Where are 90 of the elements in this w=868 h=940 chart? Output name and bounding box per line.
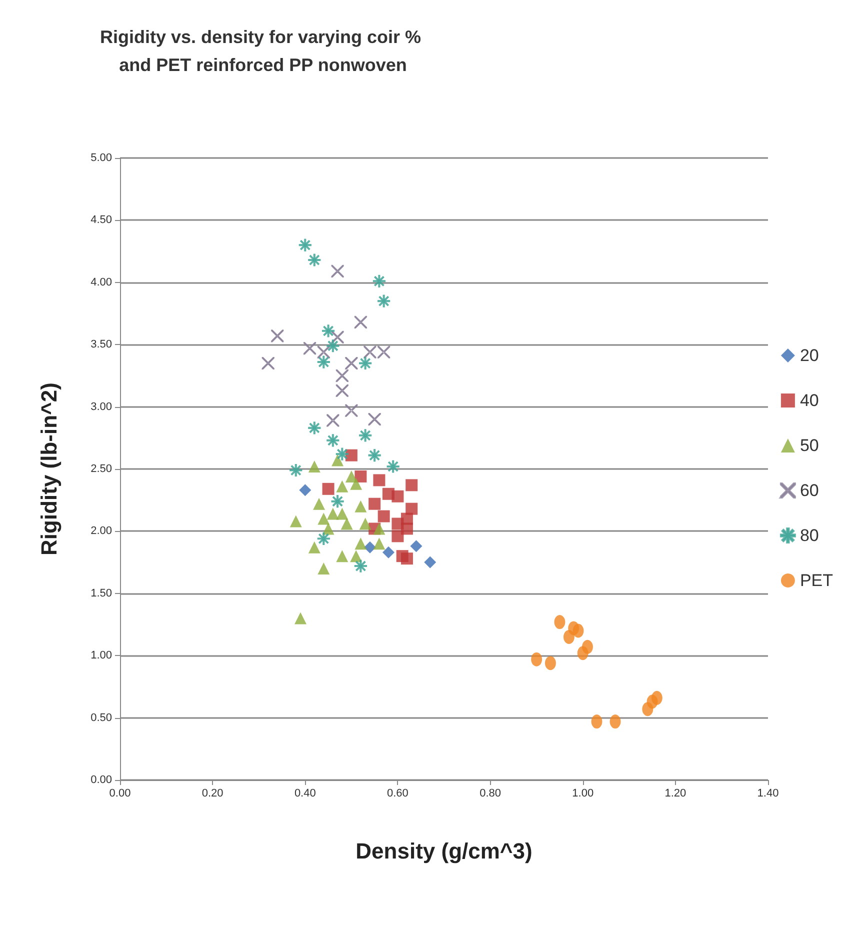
point: [368, 498, 381, 510]
point: [350, 478, 362, 490]
point: [572, 624, 584, 638]
x-tick-label: 0.40: [294, 788, 316, 800]
point: [378, 346, 390, 358]
y-tick-label: 0.50: [90, 712, 112, 724]
point: [406, 502, 418, 515]
point: [271, 330, 284, 342]
point: [317, 346, 330, 358]
point: [336, 550, 348, 562]
point: [336, 369, 348, 382]
point: [294, 612, 307, 624]
point: [340, 518, 353, 530]
point: [345, 356, 358, 370]
point: [308, 541, 320, 554]
point: [350, 550, 362, 562]
y-tick-label: 3.00: [90, 400, 112, 413]
point: [308, 460, 320, 473]
point: [373, 474, 386, 486]
point: [331, 264, 344, 278]
legend-label: 50: [800, 436, 819, 455]
point: [336, 508, 348, 520]
point: [531, 652, 542, 666]
point: [373, 522, 386, 535]
legend-label: 60: [800, 481, 819, 500]
point: [354, 316, 367, 329]
y-tick-label: 3.50: [90, 338, 112, 351]
point: [345, 404, 358, 417]
point: [359, 518, 372, 530]
point: [326, 508, 339, 520]
point: [331, 330, 344, 344]
y-tick-label: 5.00: [90, 152, 112, 164]
y-tick-label: 4.00: [90, 276, 112, 288]
x-axis-title: Density (g/cm^3): [356, 838, 532, 864]
y-axis-title: Rigidity (lb-in^2): [36, 382, 62, 556]
point: [345, 449, 358, 462]
x-tick-label: 0.20: [202, 788, 224, 800]
y-tick-label: 1.50: [90, 587, 112, 600]
point: [336, 384, 348, 397]
point: [364, 346, 376, 358]
y-tick-label: 4.50: [90, 214, 112, 226]
point: [424, 556, 436, 568]
point: [406, 479, 418, 492]
legend-label: 80: [800, 526, 819, 545]
point: [354, 500, 367, 512]
point: [368, 412, 381, 426]
point: [313, 498, 326, 510]
point: [262, 356, 274, 370]
point: [400, 522, 413, 535]
point: [400, 552, 413, 565]
x-tick-label: 1.20: [664, 788, 686, 800]
point: [392, 490, 404, 502]
point: [322, 482, 334, 495]
point: [345, 470, 358, 482]
point: [651, 690, 662, 705]
point: [336, 480, 348, 492]
y-tick-label: 2.50: [90, 463, 112, 475]
point: [303, 342, 316, 355]
point: [373, 538, 386, 550]
y-tick-label: 2.00: [90, 525, 112, 538]
y-tick-label: 0.00: [90, 774, 112, 786]
point: [332, 454, 344, 466]
point: [392, 530, 404, 542]
point: [582, 640, 593, 654]
x-tick-label: 1.00: [572, 788, 594, 800]
chart-title: Rigidity vs. density for varying coir % and PET reinforced PP nonwoven: [100, 27, 426, 75]
y-tick-label: 1.00: [90, 650, 112, 662]
point: [354, 538, 367, 550]
point: [354, 470, 367, 482]
point: [322, 522, 334, 535]
point: [554, 615, 566, 630]
x-tick-label: 0.80: [480, 788, 501, 800]
point: [382, 546, 394, 558]
point: [318, 512, 330, 525]
point: [410, 540, 422, 552]
x-tick-label: 0.60: [387, 788, 408, 800]
x-tick-label: 0.00: [109, 788, 131, 800]
legend-label: PET: [800, 571, 833, 590]
point: [610, 714, 621, 729]
point: [290, 515, 302, 528]
point: [364, 541, 376, 554]
point: [378, 510, 390, 522]
point: [299, 484, 312, 496]
point: [326, 414, 340, 427]
point: [318, 562, 330, 575]
legend-label: 20: [800, 346, 819, 365]
legend-label: 40: [800, 391, 819, 410]
x-tick-label: 1.40: [757, 788, 779, 800]
point: [544, 656, 556, 670]
point: [591, 714, 602, 729]
